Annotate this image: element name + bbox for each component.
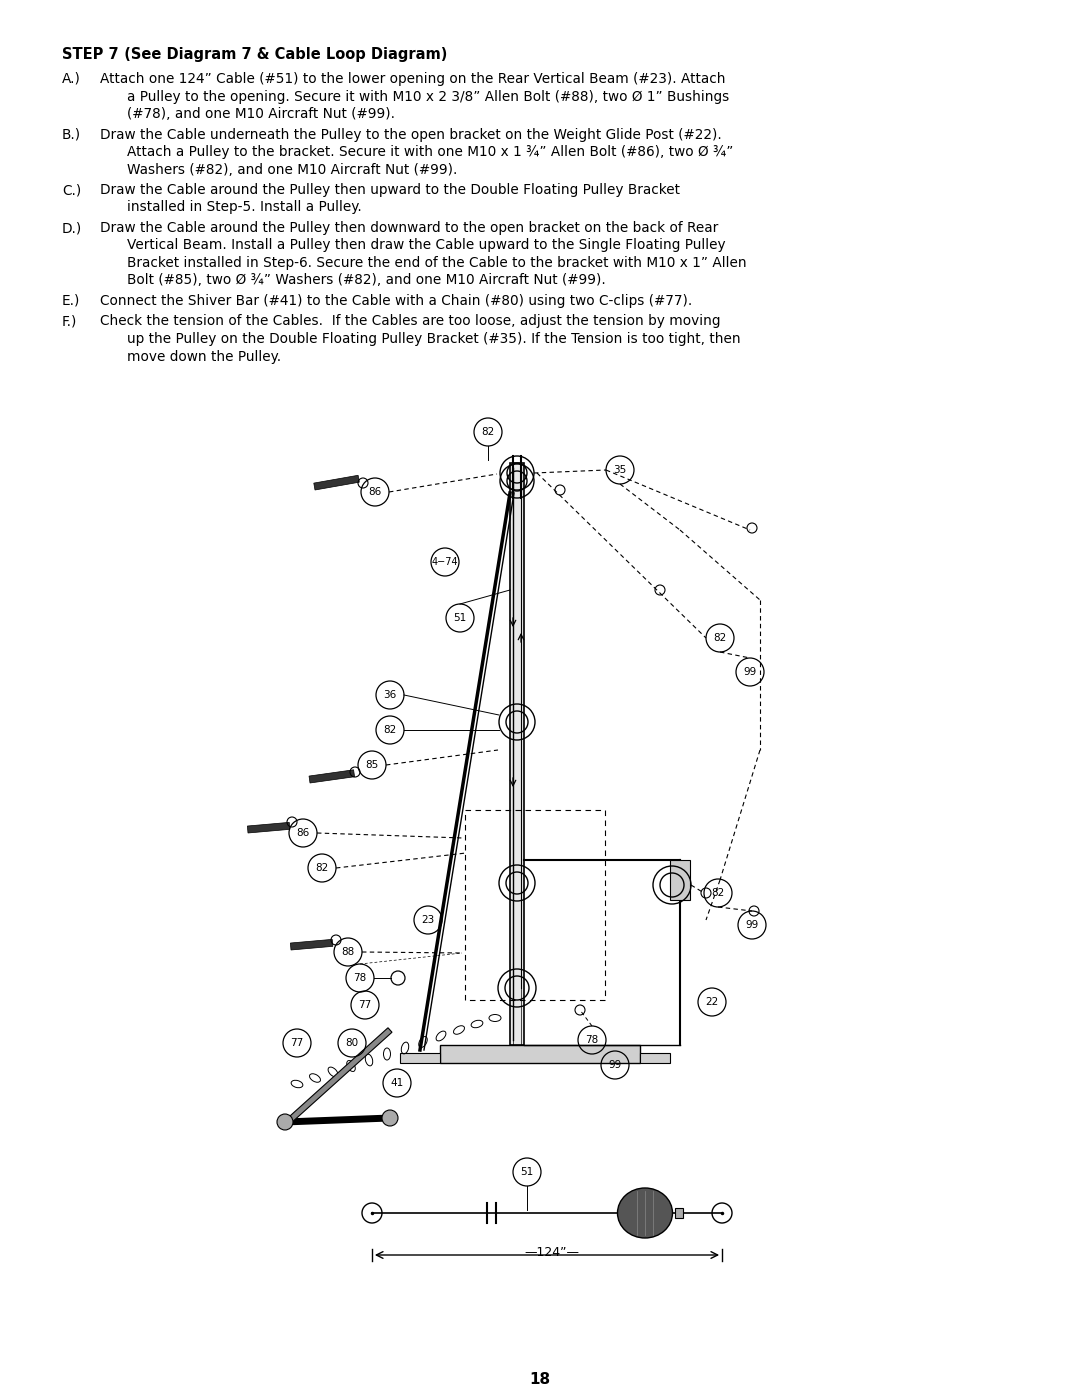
Text: 80: 80 [346,1038,359,1048]
Text: E.): E.) [62,293,80,307]
Text: Bolt (#85), two Ø ¾” Washers (#82), and one M10 Aircraft Nut (#99).: Bolt (#85), two Ø ¾” Washers (#82), and … [127,274,606,288]
Circle shape [382,1111,399,1126]
Text: 86: 86 [296,828,310,838]
Text: a Pulley to the opening. Secure it with M10 x 2 3/8” Allen Bolt (#88), two Ø 1” : a Pulley to the opening. Secure it with … [127,89,729,103]
Text: A.): A.) [62,73,81,87]
Text: 23: 23 [421,915,434,925]
Text: 82: 82 [482,427,495,437]
Bar [675,1208,683,1218]
Text: 51: 51 [454,613,467,623]
Text: move down the Pulley.: move down the Pulley. [127,349,281,363]
Text: 78: 78 [353,972,366,983]
Text: 35: 35 [613,465,626,475]
Text: 22: 22 [705,997,718,1007]
Text: F.): F.) [62,314,78,328]
Text: 82: 82 [714,633,727,643]
Text: Draw the Cable underneath the Pulley to the open bracket on the Weight Glide Pos: Draw the Cable underneath the Pulley to … [100,127,721,141]
Text: —124”—: —124”— [525,1246,580,1260]
Text: 77: 77 [291,1038,303,1048]
Text: Bracket installed in Step-6. Secure the end of the Cable to the bracket with M10: Bracket installed in Step-6. Secure the … [127,256,746,270]
Text: Draw the Cable around the Pulley then upward to the Double Floating Pulley Brack: Draw the Cable around the Pulley then up… [100,183,680,197]
Text: 82: 82 [315,863,328,873]
Text: 18: 18 [529,1372,551,1387]
Text: 99: 99 [608,1060,622,1070]
Text: 41: 41 [390,1078,404,1088]
Bar [291,939,333,950]
Text: 51: 51 [521,1166,534,1178]
Text: STEP 7: STEP 7 [62,47,119,61]
Text: 99: 99 [743,666,757,678]
Text: 88: 88 [341,947,354,957]
Text: Vertical Beam. Install a Pulley then draw the Cable upward to the Single Floatin: Vertical Beam. Install a Pulley then dra… [127,239,726,253]
Text: Washers (#82), and one M10 Aircraft Nut (#99).: Washers (#82), and one M10 Aircraft Nut … [127,162,457,176]
Text: (See Diagram 7 & Cable Loop Diagram): (See Diagram 7 & Cable Loop Diagram) [114,47,447,61]
Text: 78: 78 [585,1035,598,1045]
Bar [510,462,524,1045]
Bar [440,1045,640,1063]
Text: (#78), and one M10 Aircraft Nut (#99).: (#78), and one M10 Aircraft Nut (#99). [127,108,395,122]
Text: Check the tension of the Cables.  If the Cables are too loose, adjust the tensio: Check the tension of the Cables. If the … [100,314,720,328]
Text: 86: 86 [368,488,381,497]
Text: 82: 82 [383,725,396,735]
Text: D.): D.) [62,221,82,235]
Bar [670,861,690,900]
Ellipse shape [618,1187,673,1238]
Text: 77: 77 [359,1000,372,1010]
Circle shape [276,1113,293,1130]
Bar [400,1053,440,1063]
Text: C.): C.) [62,183,81,197]
Text: Attach one 124” Cable (#51) to the lower opening on the Rear Vertical Beam (#23): Attach one 124” Cable (#51) to the lower… [100,73,726,87]
Bar [247,823,289,833]
Text: Draw the Cable around the Pulley then downward to the open bracket on the back o: Draw the Cable around the Pulley then do… [100,221,718,235]
Bar [309,770,354,782]
Bar [640,1053,670,1063]
Text: 4−74: 4−74 [432,557,458,567]
Text: 36: 36 [383,690,396,700]
Text: Connect the Shiver Bar (#41) to the Cable with a Chain (#80) using two C-clips (: Connect the Shiver Bar (#41) to the Cabl… [100,293,692,307]
FancyArrow shape [288,1028,392,1122]
Text: up the Pulley on the Double Floating Pulley Bracket (#35). If the Tension is too: up the Pulley on the Double Floating Pul… [127,332,741,346]
Text: 85: 85 [365,760,379,770]
Text: 82: 82 [712,888,725,898]
Text: Attach a Pulley to the bracket. Secure it with one M10 x 1 ¾” Allen Bolt (#86), : Attach a Pulley to the bracket. Secure i… [127,145,733,159]
Text: installed in Step-5. Install a Pulley.: installed in Step-5. Install a Pulley. [127,201,362,215]
Text: 99: 99 [745,921,758,930]
Bar [314,475,360,490]
Text: B.): B.) [62,127,81,141]
